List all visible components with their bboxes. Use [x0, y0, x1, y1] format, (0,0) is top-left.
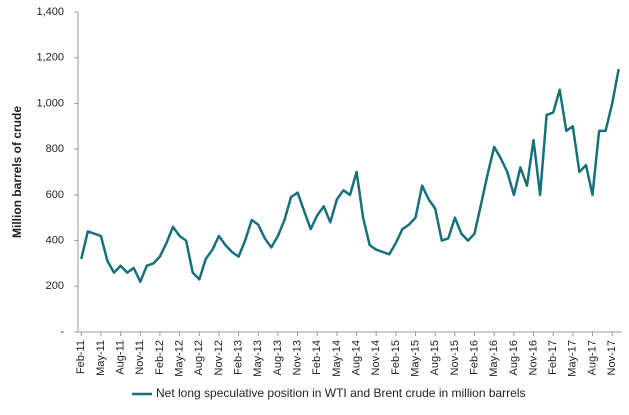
x-tick-label: Aug-14 — [350, 340, 362, 375]
x-tick-label: May-11 — [95, 340, 107, 376]
x-tick-label: Feb-14 — [311, 340, 323, 375]
y-tick-label: 400 — [46, 234, 64, 246]
x-tick-label: Feb-16 — [468, 340, 480, 375]
x-tick-label: Aug-13 — [272, 340, 284, 375]
x-tick-label: Feb-17 — [547, 340, 559, 375]
x-tick-label: Nov-13 — [291, 340, 303, 375]
y-tick-label: 600 — [46, 189, 64, 201]
x-tick-label: Feb-13 — [232, 340, 244, 375]
y-tick-label: 200 — [46, 280, 64, 292]
x-tick-label: Feb-12 — [154, 340, 166, 375]
x-tick-label: Aug-11 — [115, 340, 127, 375]
x-tick-label: May-16 — [488, 340, 500, 377]
y-tick-label: 1,000 — [36, 97, 64, 109]
y-tick-label: 1,400 — [36, 6, 64, 18]
x-tick-label: Aug-15 — [429, 340, 441, 375]
y-axis-label: Million barrels of crude — [10, 106, 24, 238]
x-tick-label: Nov-12 — [213, 340, 225, 375]
y-tick-label: 1,200 — [36, 52, 64, 64]
data-line — [80, 68, 620, 283]
x-tick-label: Aug-17 — [586, 340, 598, 375]
x-tick-label: Nov-17 — [606, 340, 618, 375]
x-tick-label: May-14 — [331, 340, 343, 377]
x-tick-label: May-12 — [173, 340, 185, 377]
x-tick-label: May-13 — [252, 340, 264, 377]
x-tick-label: Aug-12 — [193, 340, 205, 375]
x-tick-label: Nov-15 — [449, 340, 461, 375]
x-tick-label: Feb-15 — [390, 340, 402, 375]
x-tick-label: May-15 — [409, 340, 421, 377]
y-tick-label: - — [60, 326, 64, 338]
x-tick-label: Aug-16 — [508, 340, 520, 375]
x-tick-label: May-17 — [567, 340, 579, 377]
y-tick-label: 800 — [46, 143, 64, 155]
x-tick-label: Nov-11 — [134, 340, 146, 375]
x-tick-label: Nov-16 — [527, 340, 539, 375]
legend-label: Net long speculative position in WTI and… — [156, 386, 526, 400]
x-tick-label: Nov-14 — [370, 340, 382, 375]
x-tick-label: Feb-11 — [75, 340, 87, 374]
